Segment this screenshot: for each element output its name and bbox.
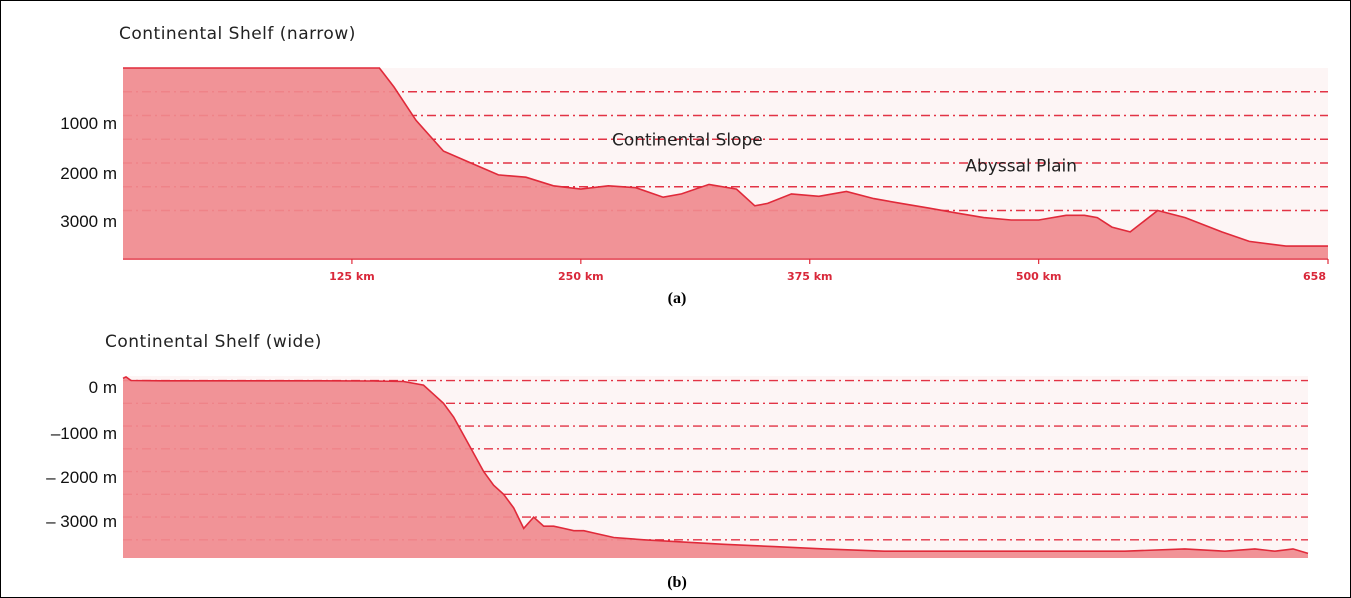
chart-a-xtick-label: 500 km: [1016, 270, 1062, 283]
chart-a-xtick-label: 375 km: [787, 270, 833, 283]
chart-a-xtick-label: 658: [1303, 270, 1326, 283]
chart-b-profile-line: [122, 375, 1309, 555]
chart-b-ytick-2000: – 2000 m: [46, 468, 117, 487]
chart-a-ytick-3000: 3000 m: [60, 212, 117, 231]
chart-b-title: Continental Shelf (wide): [105, 332, 322, 352]
chart-a-caption: (a): [667, 290, 687, 307]
chart-a-xtick-label: 250 km: [558, 270, 604, 283]
chart-b-ytick-0: 0 m: [88, 378, 117, 397]
chart-b-ytick-3000: – 3000 m: [46, 512, 117, 531]
chart-a-annotation: Abyssal Plain: [965, 156, 1077, 176]
chart-a-xtick-label: 125 km: [329, 270, 375, 283]
chart-a-area: [123, 68, 1328, 258]
chart-a-ytick-2000: 2000 m: [60, 164, 117, 183]
chart-b-ytick-1000: –1000 m: [50, 424, 117, 443]
chart-a-title: Continental Shelf (narrow): [119, 24, 356, 44]
chart-a-profile-line: [123, 67, 1328, 247]
chart-b-caption: (b): [667, 574, 687, 591]
chart-a-annotation: Continental Slope: [612, 130, 763, 150]
chart-a-plot: Continental Slope Abyssal Plain 125 km 250 …: [123, 67, 1329, 283]
chart-a-ytick-1000: 1000 m: [60, 114, 117, 133]
chart-b-plot: [122, 375, 1309, 558]
chart-b-area: [123, 376, 1308, 558]
